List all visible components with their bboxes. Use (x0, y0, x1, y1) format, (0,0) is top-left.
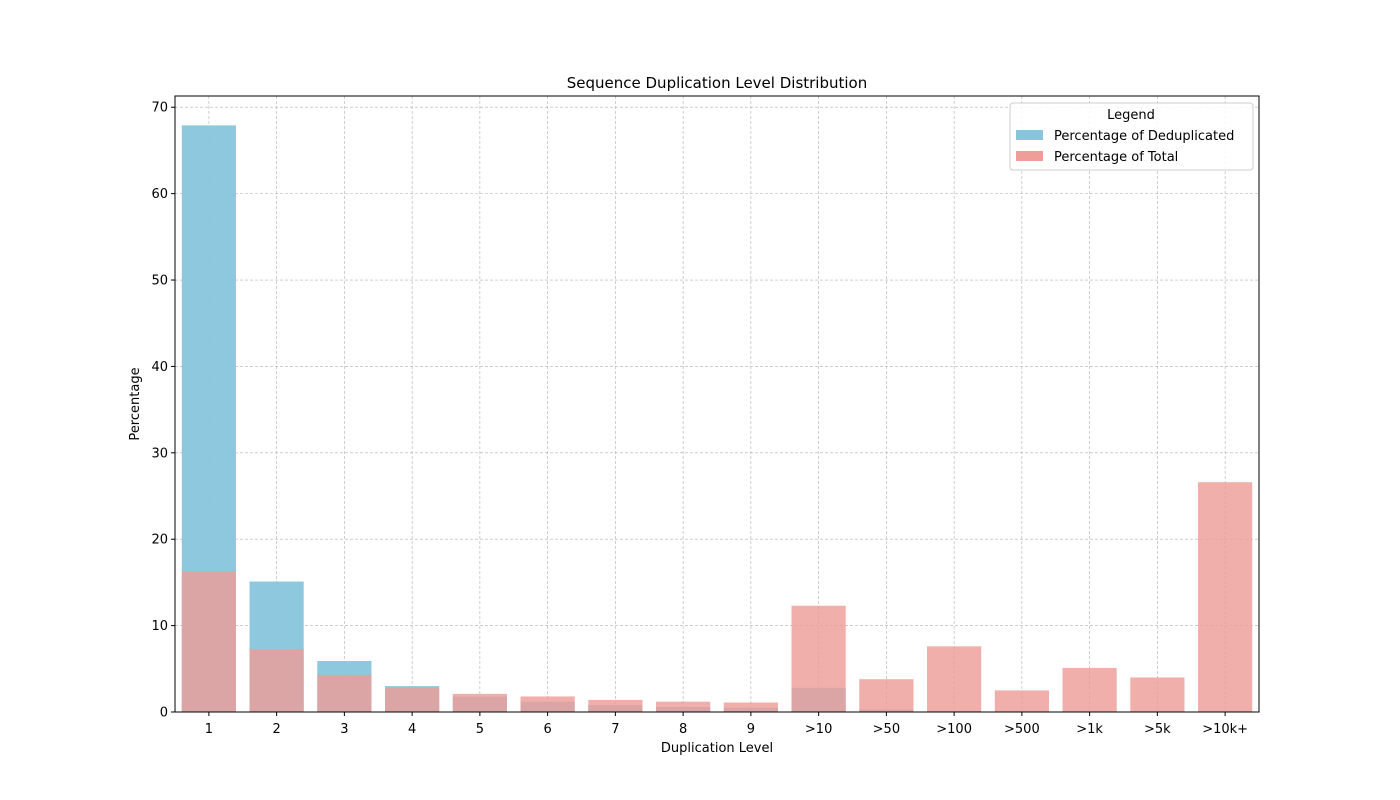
x-tick-label: 9 (747, 722, 755, 737)
bar-total (588, 699, 643, 712)
y-tick-label: 30 (151, 446, 168, 461)
x-axis-label: Duplication Level (661, 741, 773, 756)
x-tick-label: 7 (611, 722, 619, 737)
legend-label-total: Percentage of Total (1054, 150, 1178, 165)
x-tick-label: 5 (476, 722, 484, 737)
bar-total (181, 571, 236, 712)
bar-total (1130, 677, 1185, 712)
x-tick-label: 8 (679, 722, 687, 737)
bar-total (656, 701, 711, 712)
x-tick-label: >100 (936, 722, 972, 737)
grid (175, 96, 1259, 713)
legend-title: Legend (1107, 108, 1155, 123)
y-tick-label: 50 (151, 274, 168, 289)
x-tick-label: 1 (205, 722, 213, 737)
x-tick-label: >500 (1004, 722, 1040, 737)
bar-total (859, 679, 914, 712)
y-tick-label: 10 (151, 619, 168, 634)
bar-total (1062, 667, 1117, 712)
y-tick-label: 0 (160, 706, 168, 721)
legend-box (1009, 102, 1254, 171)
bar-total (317, 674, 372, 712)
bar-total (385, 687, 440, 712)
y-tick-label: 20 (151, 533, 168, 548)
bars (181, 125, 1253, 713)
y-axis-label: Percentage (128, 367, 143, 440)
ticks: 0 10 20 30 40 50 60 70 1 2 3 4 5 6 7 8 9 >10 >50 >100 >500 >1… (151, 101, 1248, 737)
y-tick-label: 40 (151, 360, 168, 375)
bar-total (927, 646, 982, 712)
bar-total (452, 693, 507, 712)
x-tick-label: >5k (1144, 722, 1171, 737)
x-tick-label: 2 (272, 722, 280, 737)
x-tick-label: >50 (873, 722, 900, 737)
bar-total (520, 696, 575, 712)
legend-swatch-deduplicated (1016, 130, 1043, 140)
legend-swatch-total (1016, 151, 1043, 161)
bar-total (1198, 482, 1253, 712)
x-tick-label: 6 (543, 722, 551, 737)
x-tick-label: >10 (805, 722, 832, 737)
legend: Legend Percentage of Deduplicated Percen… (1009, 102, 1254, 171)
y-tick-label: 70 (151, 101, 168, 116)
plot-frame (174, 95, 1260, 713)
x-tick-label: >10k+ (1202, 722, 1248, 737)
bar-total (791, 605, 846, 712)
chart-title: Sequence Duplication Level Distribution (567, 74, 867, 92)
y-tick-label: 60 (151, 187, 168, 202)
bar-total (249, 648, 304, 712)
x-tick-label: 4 (408, 722, 416, 737)
x-tick-label: >1k (1076, 722, 1103, 737)
x-tick-label: 3 (340, 722, 348, 737)
legend-label-deduplicated: Percentage of Deduplicated (1054, 129, 1234, 144)
bar-total (994, 690, 1049, 712)
bar-total (723, 702, 778, 712)
